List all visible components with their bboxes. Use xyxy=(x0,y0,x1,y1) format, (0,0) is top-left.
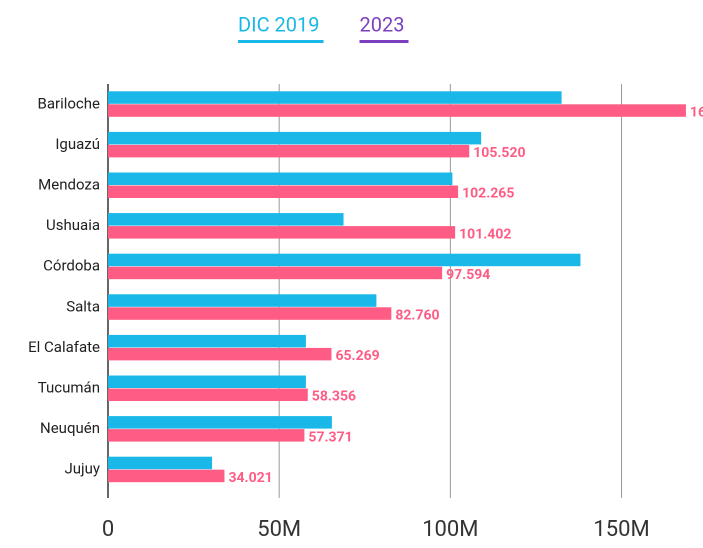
legend-underline xyxy=(359,40,409,43)
bar xyxy=(108,469,225,483)
legend-label: 2023 xyxy=(360,12,405,36)
legend-underline xyxy=(238,40,324,43)
legend-label: DIC 2019 xyxy=(238,12,320,36)
data-label: 34.021 xyxy=(228,470,272,486)
bar xyxy=(108,388,308,401)
y-tick-label: Mendoza xyxy=(38,175,100,193)
bar xyxy=(108,213,344,226)
bar xyxy=(108,104,686,117)
x-tick-label: 100M xyxy=(422,517,478,542)
bar xyxy=(108,347,332,361)
bar xyxy=(108,416,332,429)
bar xyxy=(108,294,377,307)
bar xyxy=(108,307,392,320)
data-label: 82.760 xyxy=(395,308,439,324)
bar xyxy=(108,91,562,104)
bar xyxy=(108,185,459,198)
y-tick-label: Jujuy xyxy=(64,460,100,478)
data-label: 105.520 xyxy=(473,145,525,161)
bar xyxy=(108,172,453,185)
bar xyxy=(108,375,306,388)
bar xyxy=(108,226,456,239)
data-label: 102.265 xyxy=(462,186,514,202)
bar xyxy=(108,429,305,442)
y-tick-label: Ushuaia xyxy=(46,216,100,234)
y-tick-label: Bariloche xyxy=(37,94,100,112)
y-tick-label: Salta xyxy=(66,297,100,315)
bar xyxy=(108,144,470,158)
data-label: 65.269 xyxy=(335,348,379,364)
y-tick-label: Tucumán xyxy=(38,378,100,396)
data-label: 101.402 xyxy=(459,226,511,242)
bar xyxy=(108,131,482,145)
data-label: 97.594 xyxy=(446,267,490,283)
bar xyxy=(108,334,306,348)
y-tick-label: Córdoba xyxy=(43,257,100,275)
bar xyxy=(108,253,581,267)
data-label: 168.810 xyxy=(690,105,703,121)
y-tick-label: El Calafate xyxy=(28,338,100,356)
data-label: 57.371 xyxy=(308,429,352,445)
y-tick-label: Neuquén xyxy=(40,419,100,437)
x-tick-label: 150M xyxy=(593,517,649,542)
bar xyxy=(108,456,213,470)
y-tick-label: Iguazú xyxy=(55,135,100,153)
x-tick-label: 0 xyxy=(102,517,114,542)
bar xyxy=(108,266,443,280)
x-tick-label: 50M xyxy=(257,517,301,542)
data-label: 58.356 xyxy=(312,389,356,405)
